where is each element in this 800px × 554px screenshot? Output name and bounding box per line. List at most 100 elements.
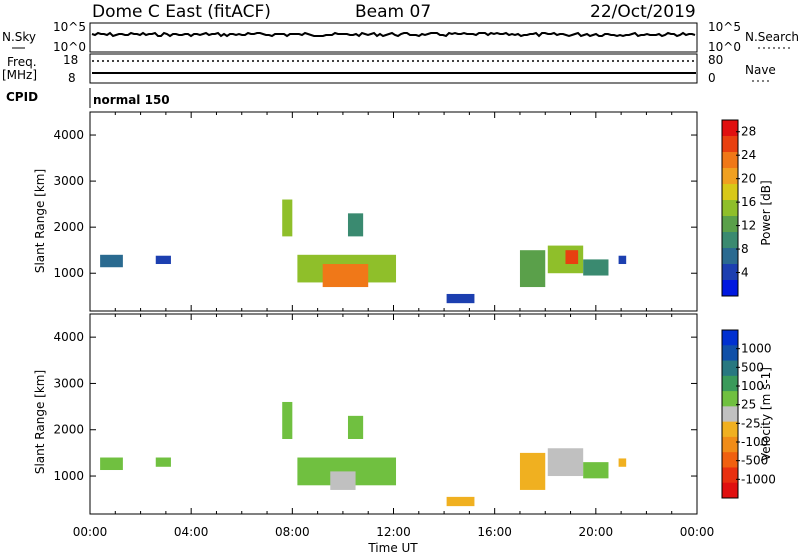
velocity-colorbar-swatch — [722, 421, 738, 438]
nsky-series — [91, 31, 696, 38]
x-axis-label: Time UT — [367, 541, 418, 554]
velocity-colorbar-tick-label: -100 — [741, 435, 768, 449]
power-colorbar-swatch — [722, 232, 738, 249]
power-patch — [155, 255, 171, 265]
velocity-colorbar-swatch — [722, 330, 738, 346]
power-colorbar-swatch — [722, 264, 738, 281]
power-colorbar-swatch — [722, 136, 738, 153]
nsearch-label: N.Search — [745, 30, 799, 44]
velocity-patch — [446, 496, 475, 507]
power-colorbar-swatch — [722, 168, 738, 185]
velocity-colorbar-tick-label: 25 — [741, 398, 756, 412]
velocity-colorbar-swatch — [722, 482, 738, 499]
power-patch — [565, 250, 579, 265]
power-colorbar-swatch — [722, 280, 738, 297]
power-colorbar-tick-label: 16 — [741, 195, 756, 209]
power-colorbar-swatch — [722, 248, 738, 265]
freq-tick-bottom: 8 — [68, 71, 76, 85]
velocity-colorbar-swatch — [722, 360, 738, 377]
power-ytick-label: 4000 — [53, 128, 84, 142]
velocity-ylabel: Slant Range [km] — [33, 370, 47, 474]
velocity-colorbar-label: Velocity [m s-1] — [759, 367, 773, 461]
power-ylabel: Slant Range [km] — [33, 169, 47, 273]
velocity-colorbar-swatch — [722, 436, 738, 453]
power-colorbar-swatch — [722, 152, 738, 169]
power-colorbar-tick-label: 28 — [741, 125, 756, 139]
cpid-label: CPID — [6, 90, 38, 104]
nave-label: Nave — [745, 63, 776, 77]
beam-label: Beam 07 — [355, 2, 431, 22]
x-tick-label: 12:00 — [376, 525, 411, 539]
velocity-ytick-label: 3000 — [53, 376, 84, 390]
power-patch — [347, 213, 364, 237]
velocity-colorbar: 1000 500 100 25 -25 -100 -500 -1000 — [721, 329, 776, 499]
power-colorbar-tick-label: 8 — [741, 242, 749, 256]
x-tick-label: 00:00 — [680, 525, 715, 539]
x-axis: 00:00 04:00 08:00 12:00 16:00 20:00 00:00 — [73, 525, 715, 539]
velocity-colorbar-swatch — [722, 345, 738, 362]
power-colorbar-swatch — [722, 200, 738, 217]
power-colorbar-tick-label: 20 — [741, 172, 756, 186]
power-colorbar: 4 8 12 16 20 24 28 — [721, 119, 756, 297]
velocity-colorbar-swatch — [722, 375, 738, 392]
velocity-colorbar-tick-label: -1000 — [741, 472, 776, 486]
velocity-colorbar-tick-label: 1000 — [741, 342, 772, 356]
nsky-tick-bottom: 10^0 — [53, 40, 86, 54]
velocity-patch — [347, 415, 364, 439]
velocity-patch — [519, 452, 546, 490]
velocity-patch — [282, 401, 293, 439]
velocity-ytick-label: 1000 — [53, 469, 84, 483]
power-colorbar-tick-label: 24 — [741, 148, 756, 162]
power-colorbar-swatch — [722, 184, 738, 201]
power-ytick-label: 2000 — [53, 220, 84, 234]
power-colorbar-swatch — [722, 216, 738, 233]
velocity-colorbar-tick-label: -500 — [741, 454, 768, 468]
nsearch-tick-bottom: 10^0 — [708, 40, 741, 54]
nsky-label: N.Sky — [2, 30, 36, 44]
velocity-colorbar-swatch — [722, 452, 738, 468]
x-tick-label: 20:00 — [579, 525, 614, 539]
power-patch — [282, 199, 293, 237]
velocity-colorbar-swatch — [722, 391, 738, 407]
velocity-panel: 1000 2000 3000 4000 — [53, 313, 698, 515]
freq-panel — [89, 53, 698, 84]
x-tick-label: 00:00 — [73, 525, 108, 539]
date-label: 22/Oct/2019 — [590, 2, 696, 22]
nsky-tick-top: 10^5 — [53, 20, 86, 34]
x-tick-label: 16:00 — [477, 525, 512, 539]
power-patch — [446, 293, 475, 304]
x-tick-label: 04:00 — [174, 525, 209, 539]
nave-tick-bottom: 0 — [708, 71, 716, 85]
power-colorbar-tick-label: 4 — [741, 266, 749, 280]
power-patch — [100, 254, 123, 268]
velocity-patch — [583, 462, 609, 479]
power-colorbar-label: Power [dB] — [759, 180, 773, 245]
velocity-patch — [618, 458, 627, 467]
velocity-ytick-label: 4000 — [53, 330, 84, 344]
velocity-patch — [100, 457, 123, 471]
velocity-colorbar-tick-label: 500 — [741, 360, 764, 374]
cpid-value: normal 150 — [93, 93, 170, 107]
velocity-patch — [155, 457, 171, 467]
velocity-colorbar-swatch — [722, 467, 738, 484]
power-ytick-label: 1000 — [53, 266, 84, 280]
nsearch-tick-top: 10^5 — [708, 20, 741, 34]
nsky-panel — [89, 22, 698, 53]
radar-title: Dome C East (fitACF) — [92, 2, 271, 22]
power-ytick-label: 3000 — [53, 174, 84, 188]
velocity-colorbar-frame — [721, 329, 739, 499]
freq-tick-top: 18 — [63, 53, 78, 67]
power-patch — [583, 259, 609, 276]
velocity-colorbar-swatch — [722, 406, 738, 423]
velocity-ytick-label: 2000 — [53, 423, 84, 437]
velocity-patch — [547, 448, 584, 477]
power-colorbar-swatch — [722, 120, 738, 137]
velocity-colorbar-tick-label: -25 — [741, 416, 761, 430]
power-colorbar-tick-label: 12 — [741, 219, 756, 233]
power-patch — [322, 264, 369, 288]
power-panel: 1000 2000 3000 4000 — [53, 111, 698, 312]
nave-tick-top: 80 — [708, 53, 723, 67]
freq-unit: [MHz] — [2, 68, 37, 82]
freq-label: Freq. — [7, 55, 37, 69]
